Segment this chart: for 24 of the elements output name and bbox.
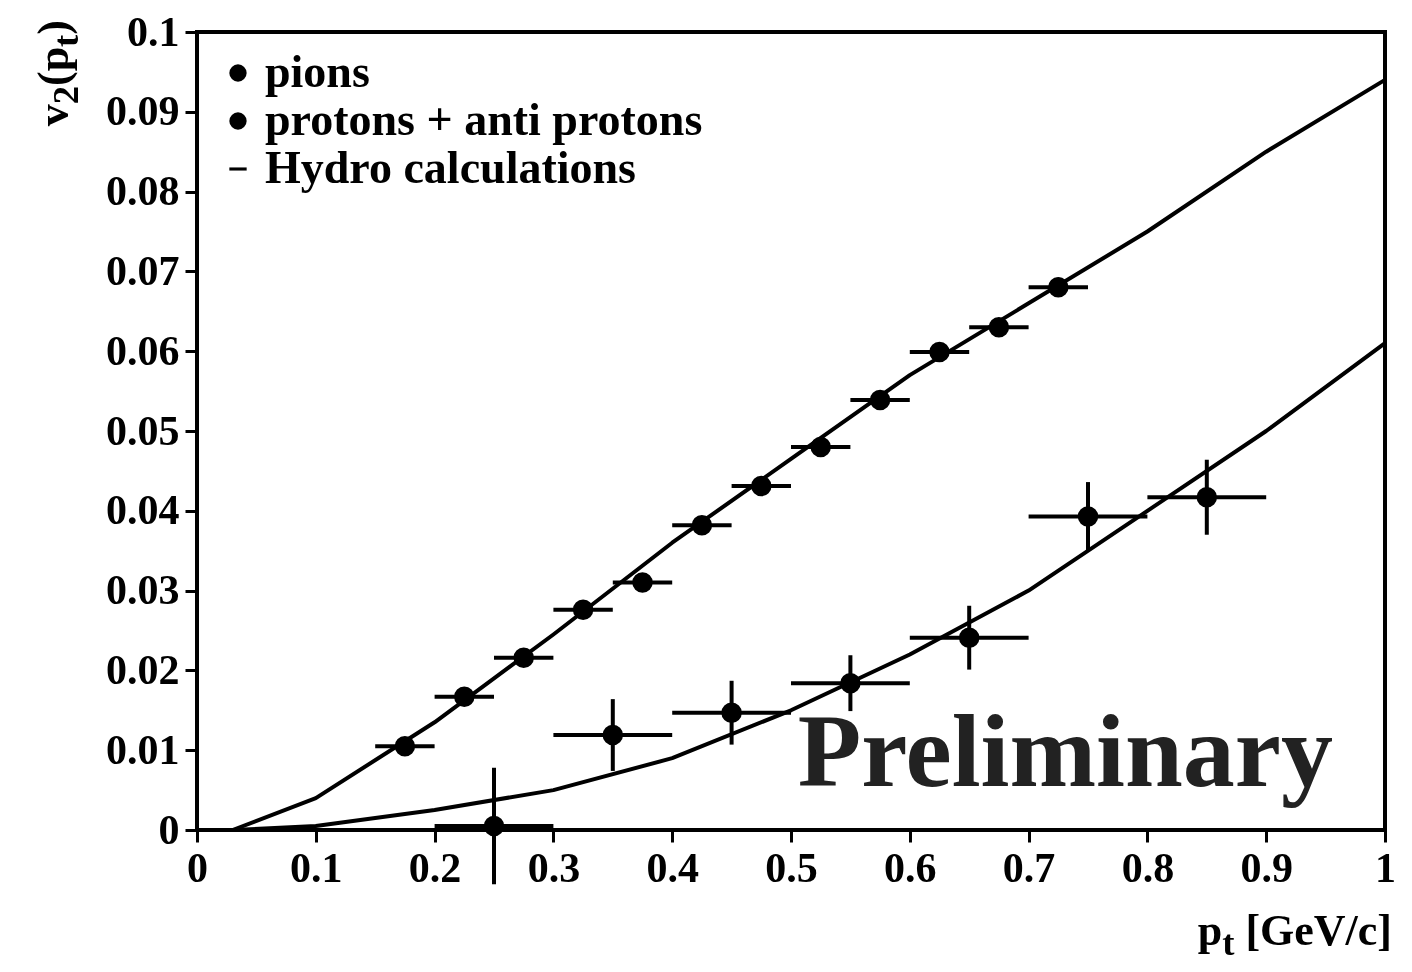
x-tick-label: 0.2 (408, 844, 462, 891)
y-tick-label: 0.1 (127, 8, 180, 55)
y-tick-label: 0 (158, 806, 180, 853)
y-tick-label: 0.03 (106, 567, 180, 614)
x-tick-label: 0.4 (646, 844, 699, 891)
x-tick-label: 0.1 (290, 844, 343, 891)
y-tick-label: 0.04 (106, 487, 180, 534)
x-tick-label: 0.3 (527, 844, 581, 891)
y-tick-label: 0.09 (106, 88, 180, 135)
x-tick-label: 0.9 (1240, 844, 1293, 891)
x-tick-label: 0.7 (1002, 844, 1056, 891)
x-tick-label: 0.6 (884, 844, 937, 891)
x-tick-label: 0.5 (765, 844, 818, 891)
x-tick-label: 1 (1375, 844, 1396, 891)
annotation: Preliminary (797, 693, 1333, 808)
x-axis-title: p$_{t}$ [GeV/c] (1197, 905, 1392, 964)
y-tick-label: 0.08 (106, 168, 180, 215)
y-tick-label: 0.07 (106, 247, 180, 294)
y-tick-label: 0.06 (106, 327, 180, 374)
legend-label: pions (265, 46, 370, 97)
x-tick-label: 0.8 (1121, 844, 1175, 891)
y-tick-label: 0.05 (106, 407, 180, 454)
y-tick-label: 0.01 (106, 726, 180, 773)
y-tick-label: 0.02 (106, 646, 180, 693)
